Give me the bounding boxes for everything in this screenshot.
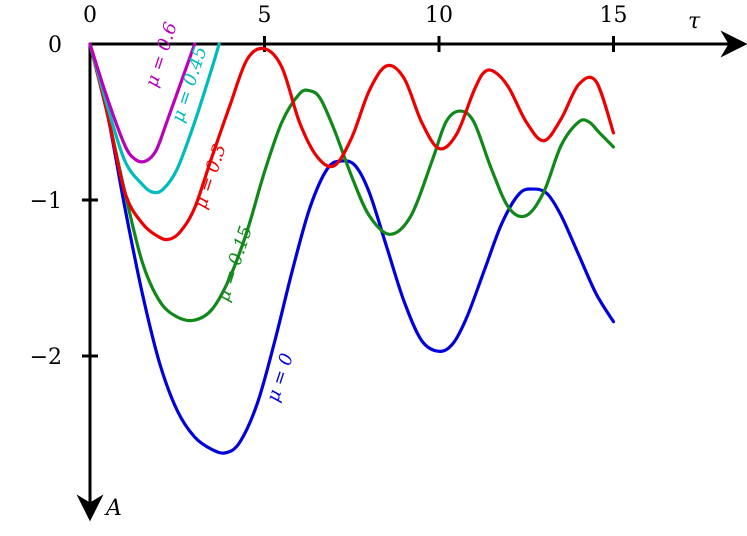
y-tick-label: −2 bbox=[30, 345, 62, 370]
series-label-0: μ = 0 bbox=[263, 351, 298, 405]
series-line-2 bbox=[88, 42, 616, 242]
x-tick-label: 5 bbox=[258, 3, 272, 28]
series-label-2: μ = 0.3 bbox=[190, 141, 231, 211]
series-line-0 bbox=[88, 42, 616, 455]
x-axis-label: τ bbox=[688, 9, 701, 34]
y-tick-label: 0 bbox=[48, 33, 62, 58]
series-line-1 bbox=[88, 42, 616, 323]
series-line-3 bbox=[88, 42, 221, 195]
x-tick-label: 0 bbox=[83, 3, 97, 28]
series-label-1: μ = 0.15 bbox=[213, 223, 257, 304]
y-tick-label: −1 bbox=[30, 189, 62, 214]
series-label-3: μ = 0.45 bbox=[167, 44, 211, 125]
x-tick-label: 10 bbox=[425, 3, 453, 28]
series-layer bbox=[88, 42, 616, 455]
series-label-4: μ = 0.6 bbox=[141, 20, 182, 90]
ticks-layer: 0 5 10 15 0 −1 −2 bbox=[30, 3, 628, 370]
series-line-4 bbox=[88, 42, 197, 164]
y-axis-label: A bbox=[104, 496, 122, 521]
x-tick-label: 15 bbox=[600, 3, 628, 28]
